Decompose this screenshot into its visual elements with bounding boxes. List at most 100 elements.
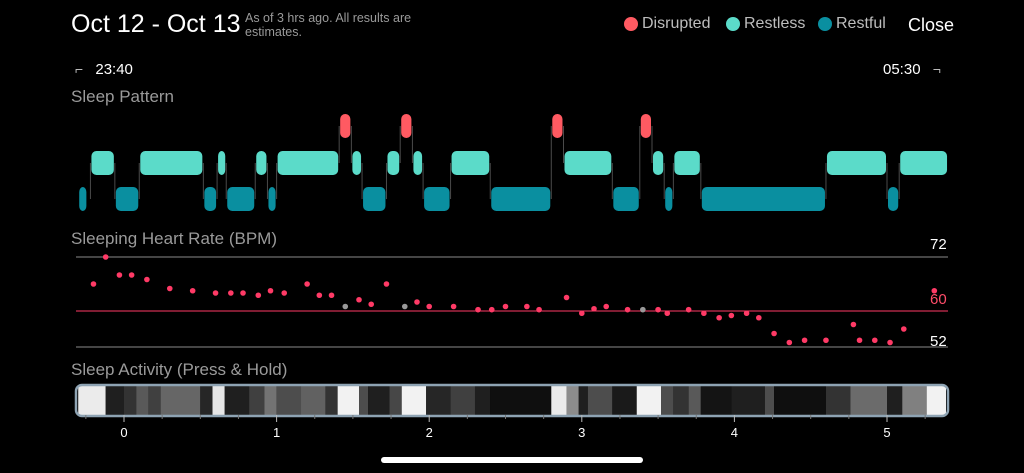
- bpm-min-label: 52: [930, 333, 947, 350]
- stage-segment-restful: [424, 187, 450, 211]
- end-time-label: 05:30: [883, 61, 921, 78]
- hr-point: [255, 292, 262, 299]
- stage-segment-restless: [277, 151, 339, 175]
- hr-point: [426, 303, 433, 310]
- estimate-note: As of 3 hrs ago. All results are estimat…: [245, 11, 412, 39]
- activity-cell: [688, 386, 701, 415]
- hr-point: [823, 337, 829, 344]
- stage-segment-restful: [79, 187, 87, 211]
- sleep-pattern-chart[interactable]: [79, 114, 948, 211]
- heart-rate-label: Sleeping Heart Rate (BPM): [71, 229, 277, 248]
- legend-disrupted: Disrupted: [624, 15, 710, 33]
- hr-point: [102, 254, 109, 260]
- hr-point: [281, 290, 288, 296]
- activity-cell: [902, 386, 927, 415]
- stage-segment-restful: [204, 187, 217, 211]
- activity-cell: [551, 386, 567, 415]
- hr-point: [536, 306, 542, 313]
- stage-segment-restless: [352, 151, 362, 175]
- page-title: Oct 12 - Oct 13: [71, 10, 241, 38]
- hr-point: [212, 290, 219, 296]
- hr-point: [856, 337, 863, 344]
- hr-point: [771, 330, 777, 337]
- stage-segment-restless: [256, 151, 267, 175]
- activity-cell: [490, 386, 552, 415]
- x-tick-label: 5: [883, 425, 890, 440]
- hr-point: [328, 292, 335, 299]
- hr-point: [128, 272, 135, 278]
- stage-segment-restless: [826, 151, 886, 175]
- activity-cell: [224, 386, 250, 415]
- hr-point: [786, 339, 793, 346]
- legend-label: Restless: [744, 15, 806, 32]
- activity-cell: [148, 386, 161, 415]
- stage-segment-restless: [413, 151, 423, 175]
- stage-segment-restful: [227, 187, 255, 211]
- activity-cell: [264, 386, 277, 415]
- sleep-activity-chart[interactable]: [74, 383, 950, 418]
- activity-cell: [612, 386, 637, 415]
- hr-point: [488, 306, 495, 313]
- stage-segment-restful: [363, 187, 386, 211]
- stage-segment-disrupted: [640, 114, 651, 138]
- activity-cell: [276, 386, 302, 415]
- x-tick-label: 3: [578, 425, 585, 440]
- bracket-left-icon: ⌐: [75, 61, 84, 77]
- stage-segment-restful: [613, 187, 639, 211]
- stage-segment-restless: [674, 151, 700, 175]
- activity-cell: [578, 386, 588, 415]
- stage-segment-disrupted: [552, 114, 563, 138]
- hr-point: [90, 281, 97, 287]
- activity-frame: [74, 383, 950, 418]
- activity-cell: [774, 386, 826, 415]
- activity-cell: [368, 386, 390, 415]
- stage-segment-restful: [888, 187, 899, 211]
- hr-point: [900, 326, 907, 332]
- bpm-mid-label: 60: [930, 291, 947, 308]
- hr-point: [144, 276, 150, 283]
- activity-cell: [401, 386, 427, 415]
- activity-cell: [325, 386, 338, 415]
- hr-point: [383, 281, 390, 287]
- activity-cell: [337, 386, 360, 415]
- home-indicator[interactable]: [381, 457, 643, 463]
- hr-point: [640, 306, 646, 313]
- stage-segment-restful: [268, 187, 276, 211]
- activity-cell: [136, 386, 149, 415]
- hr-point: [450, 303, 457, 310]
- activity-cell: [926, 386, 946, 415]
- hr-point: [228, 290, 234, 296]
- activity-cell: [474, 386, 491, 415]
- bracket-right-icon: ¬: [932, 61, 941, 77]
- x-tick-label: 2: [426, 425, 433, 440]
- activity-cell: [825, 386, 851, 415]
- activity-cell: [566, 386, 579, 415]
- hr-point: [524, 303, 530, 310]
- hr-point: [756, 314, 762, 321]
- stage-segment-restless: [387, 151, 400, 175]
- stage-segment-restful: [115, 187, 139, 211]
- hr-point: [342, 303, 349, 310]
- disrupted-dot-icon: [624, 17, 638, 31]
- hr-point: [368, 301, 375, 308]
- x-tick-label: 4: [731, 425, 738, 440]
- hr-point: [850, 321, 857, 328]
- hr-point: [716, 314, 722, 321]
- activity-cell: [124, 386, 137, 415]
- hr-point: [267, 287, 274, 294]
- hr-point: [624, 306, 631, 313]
- activity-cell: [673, 386, 689, 415]
- start-time: ⌐ 23:40: [75, 61, 133, 78]
- activity-cell: [200, 386, 213, 415]
- stage-segment-restless: [900, 151, 948, 175]
- x-tick-label: 1: [273, 425, 280, 440]
- stage-segment-disrupted: [340, 114, 351, 138]
- stage-segment-restless: [91, 151, 114, 175]
- hr-point: [316, 292, 323, 299]
- hr-point: [655, 306, 661, 313]
- activity-cell: [764, 386, 775, 415]
- hr-point: [475, 306, 481, 313]
- heart-rate-chart: [76, 254, 948, 348]
- close-button[interactable]: Close: [907, 15, 954, 35]
- hr-point: [304, 281, 310, 287]
